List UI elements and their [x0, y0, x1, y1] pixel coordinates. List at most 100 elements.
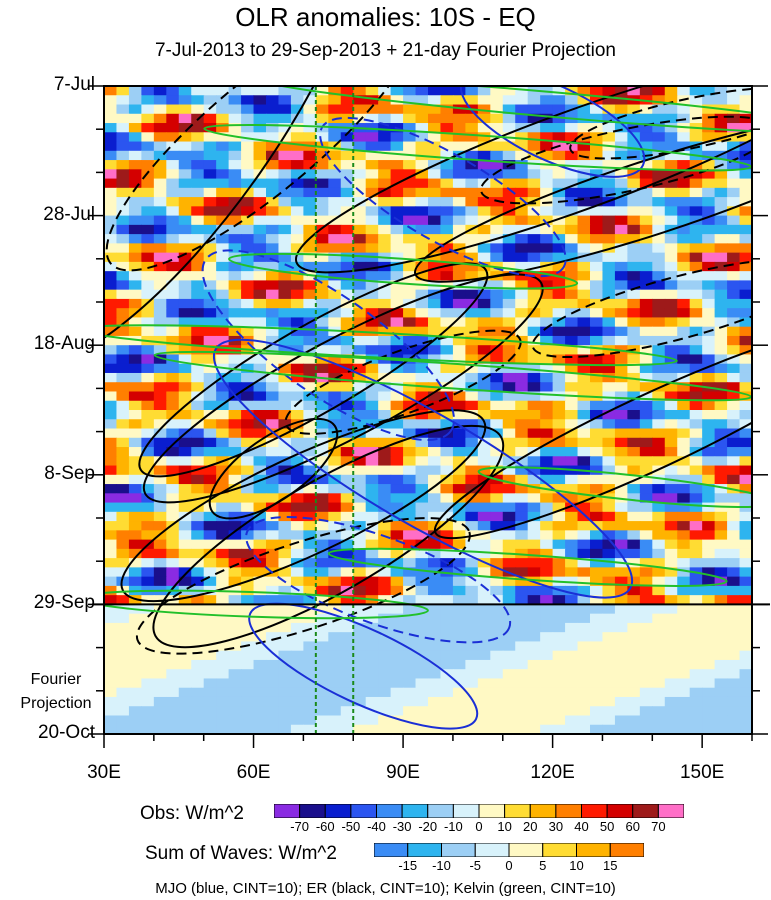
- anomaly-cell: [577, 706, 591, 717]
- anomaly-cell: [328, 335, 342, 346]
- anomaly-cell: [465, 622, 479, 633]
- anomaly-cell: [490, 659, 504, 670]
- anomaly-cell: [104, 558, 118, 568]
- anomaly-cell: [340, 382, 354, 393]
- anomaly-cell: [104, 530, 118, 541]
- anomaly-cell: [116, 372, 130, 383]
- anomaly-cell: [490, 447, 504, 457]
- anomaly-cell: [128, 317, 142, 328]
- anomaly-cell: [428, 548, 442, 559]
- anomaly-cell: [403, 493, 417, 504]
- anomaly-cell: [241, 95, 255, 106]
- anomaly-cell: [627, 243, 641, 254]
- anomaly-cell: [141, 261, 155, 272]
- anomaly-cell: [727, 715, 741, 726]
- anomaly-cell: [677, 484, 691, 494]
- anomaly-cell: [652, 502, 666, 513]
- anomaly-cell: [415, 548, 429, 559]
- anomaly-cell: [664, 243, 678, 254]
- anomaly-cell: [577, 354, 591, 365]
- anomaly-cell: [540, 447, 554, 457]
- anomaly-cell: [614, 622, 628, 633]
- anomaly-cell: [614, 326, 628, 337]
- anomaly-cell: [278, 724, 292, 734]
- anomaly-cell: [191, 104, 205, 115]
- anomaly-cell: [278, 187, 292, 198]
- anomaly-cell: [141, 86, 155, 96]
- anomaly-cell: [428, 289, 442, 300]
- anomaly-cell: [477, 382, 491, 393]
- anomaly-cell: [664, 261, 678, 272]
- anomaly-cell: [590, 104, 604, 115]
- anomaly-cell: [552, 669, 566, 680]
- anomaly-cell: [440, 484, 454, 494]
- anomaly-cell: [241, 604, 255, 615]
- anomaly-cell: [652, 132, 666, 143]
- anomaly-cell: [714, 669, 728, 680]
- anomaly-cell: [415, 169, 429, 180]
- anomaly-cell: [116, 548, 130, 559]
- anomaly-cell: [602, 715, 616, 726]
- anomaly-cell: [652, 696, 666, 707]
- waves-colorbar: [374, 843, 644, 857]
- anomaly-cell: [540, 474, 554, 485]
- anomaly-cell: [178, 86, 192, 96]
- anomaly-cell: [552, 604, 566, 615]
- x-tick-label: 120E: [530, 762, 575, 783]
- anomaly-cell: [477, 595, 491, 605]
- anomaly-cell: [128, 271, 142, 281]
- anomaly-cell: [203, 363, 217, 374]
- anomaly-cell: [390, 187, 404, 198]
- anomaly-cell: [178, 687, 192, 698]
- anomaly-cell: [565, 428, 579, 439]
- anomaly-cell: [540, 372, 554, 383]
- anomaly-cell: [652, 521, 666, 531]
- anomaly-cell: [141, 308, 155, 319]
- anomaly-cell: [465, 234, 479, 244]
- anomaly-cell: [153, 317, 167, 328]
- anomaly-cell: [415, 410, 429, 420]
- anomaly-cell: [502, 696, 516, 707]
- anomaly-cell: [266, 474, 280, 485]
- anomaly-cell: [178, 613, 192, 624]
- anomaly-cell: [527, 493, 541, 504]
- anomaly-cell: [353, 484, 367, 494]
- anomaly-cell: [502, 95, 516, 106]
- anomaly-cell: [590, 604, 604, 615]
- anomaly-cell: [353, 650, 367, 661]
- anomaly-cell: [664, 95, 678, 106]
- anomaly-cell: [602, 206, 616, 217]
- anomaly-cell: [565, 169, 579, 180]
- anomaly-cell: [253, 465, 267, 476]
- anomaly-cell: [440, 613, 454, 624]
- anomaly-cell: [515, 141, 529, 152]
- anomaly-cell: [490, 539, 504, 550]
- anomaly-cell: [153, 197, 167, 207]
- anomaly-cell: [365, 206, 379, 217]
- anomaly-cell: [502, 669, 516, 680]
- anomaly-cell: [565, 622, 579, 633]
- anomaly-cell: [428, 132, 442, 143]
- anomaly-cell: [702, 243, 716, 254]
- wave-contour: [104, 324, 678, 367]
- anomaly-cell: [540, 715, 554, 726]
- anomaly-cell: [702, 706, 716, 717]
- anomaly-cell: [253, 613, 267, 624]
- y-tick-label: 7-Jul: [53, 74, 95, 95]
- anomaly-cell: [664, 604, 678, 615]
- anomaly-cell: [477, 613, 491, 624]
- anomaly-cell: [353, 215, 367, 226]
- anomaly-cell: [203, 206, 217, 217]
- anomaly-cell: [141, 724, 155, 734]
- anomaly-cell: [365, 160, 379, 170]
- anomaly-cell: [191, 456, 205, 467]
- anomaly-cell: [502, 86, 516, 96]
- anomaly-cell: [340, 539, 354, 550]
- anomaly-cell: [415, 400, 429, 411]
- anomaly-cell: [340, 261, 354, 272]
- anomaly-cell: [652, 447, 666, 457]
- anomaly-cell: [440, 696, 454, 707]
- anomaly-cell: [228, 243, 242, 254]
- anomaly-cell: [378, 132, 392, 143]
- anomaly-cell: [490, 197, 504, 207]
